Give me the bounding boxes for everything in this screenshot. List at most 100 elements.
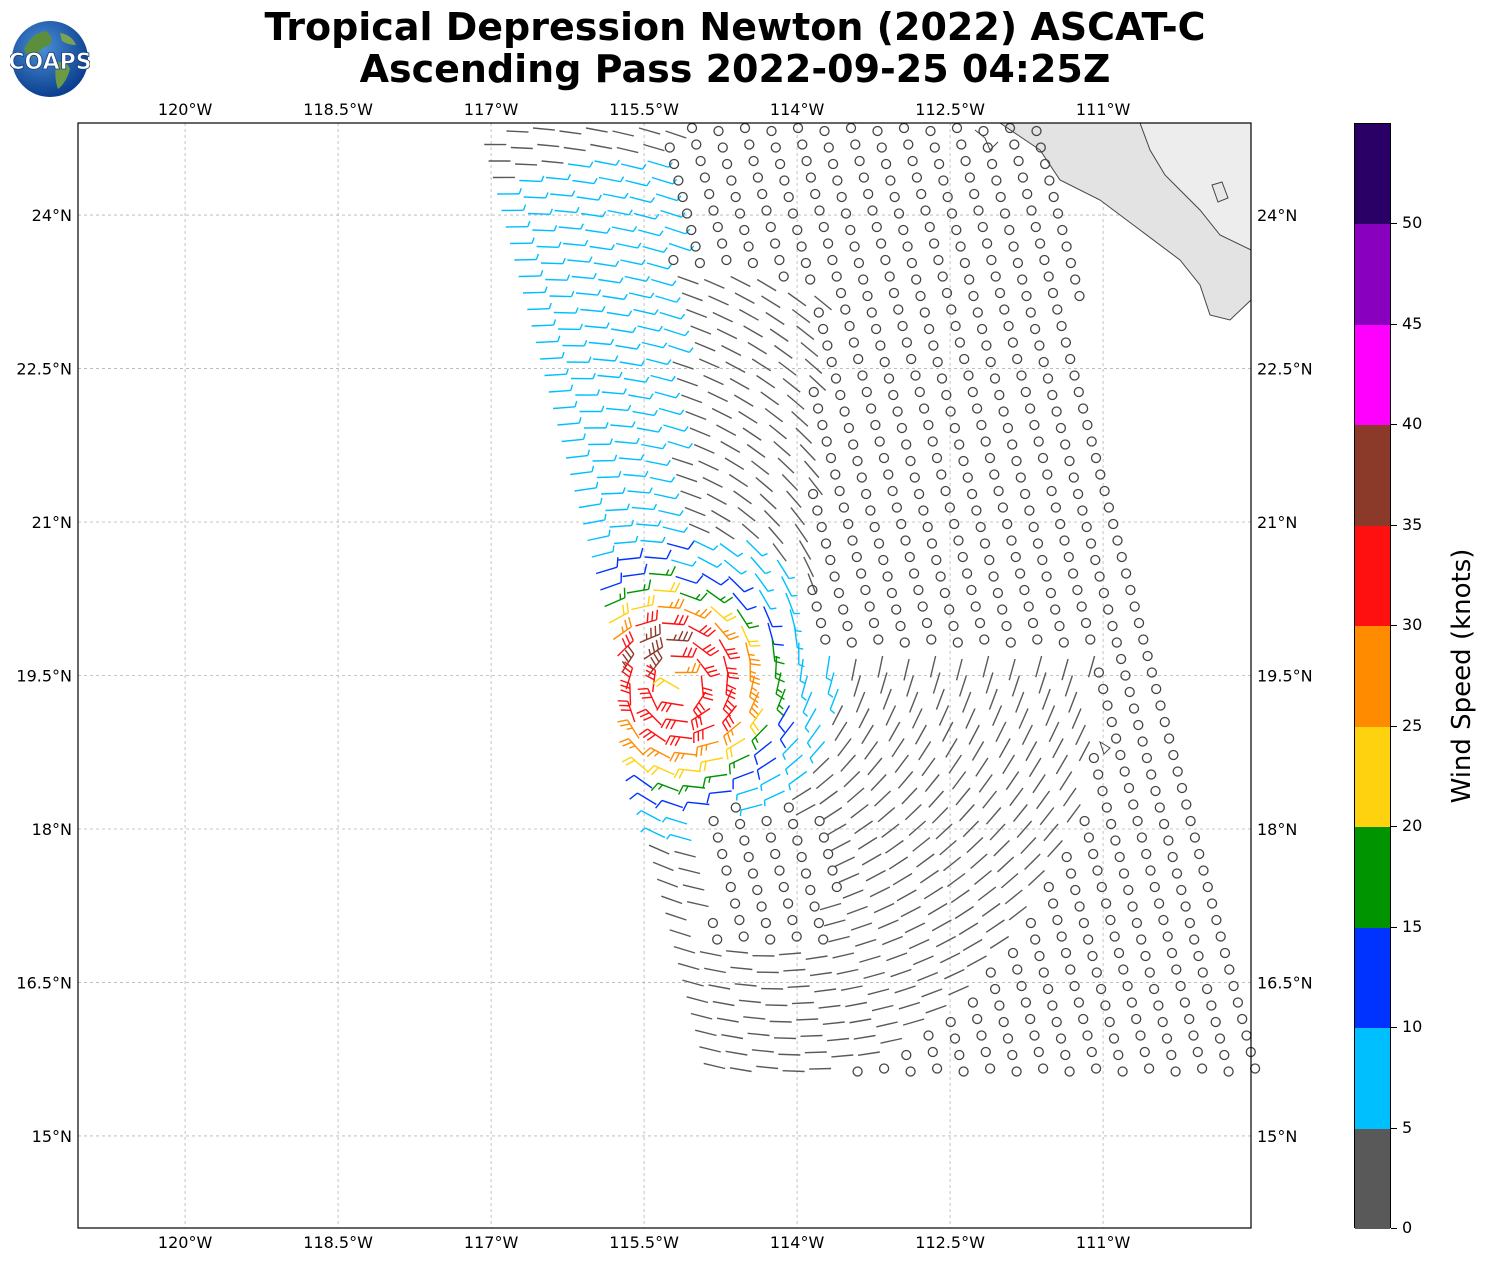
wind-barb	[985, 672, 994, 694]
wind-barb	[752, 172, 764, 183]
wind-barb	[1159, 716, 1170, 728]
wind-barb	[834, 856, 856, 868]
wind-barb	[737, 506, 756, 522]
wind-barb	[851, 658, 857, 681]
wind-barb	[896, 422, 908, 434]
wind-barb	[497, 188, 522, 195]
wind-barb	[875, 340, 886, 351]
wind-barb	[1153, 1000, 1164, 1011]
wind-barb	[1093, 769, 1104, 780]
wind-barb	[1189, 832, 1201, 843]
wind-barb	[914, 386, 925, 398]
wind-barb	[527, 208, 553, 216]
wind-barb	[696, 658, 721, 678]
wind-barb	[954, 1049, 965, 1061]
wind-barb	[855, 691, 866, 713]
wind-barb	[1100, 1000, 1111, 1011]
wind-barb	[843, 422, 855, 434]
wind-barb	[956, 139, 967, 150]
wind-barb	[673, 945, 696, 954]
wind-barb	[579, 405, 605, 413]
wind-barb	[885, 175, 896, 186]
wind-barb	[1069, 370, 1080, 381]
wind-barb	[935, 823, 953, 840]
wind-barb	[703, 374, 724, 386]
wind-barb	[1083, 832, 1095, 843]
wind-barb	[1228, 980, 1239, 992]
wind-barb	[1030, 934, 1041, 945]
wind-barb	[891, 738, 905, 758]
wind-barb	[522, 286, 548, 294]
wind-barb	[1188, 1030, 1199, 1041]
wind-barb	[835, 389, 846, 401]
wind-barb	[703, 1062, 726, 1070]
wind-barb	[1007, 1049, 1018, 1061]
wind-barb	[774, 158, 786, 170]
wind-barb	[1034, 238, 1046, 249]
wind-barb	[1136, 934, 1147, 945]
wind-barb	[921, 988, 943, 998]
wind-barb	[1052, 208, 1064, 219]
wind-barb	[867, 757, 883, 776]
wind-barb	[658, 407, 685, 416]
wind-barb	[838, 872, 860, 883]
wind-barb	[625, 179, 651, 187]
wind-barb	[871, 1004, 894, 1012]
wind-barb	[722, 655, 739, 680]
wind-barb	[778, 271, 789, 282]
wind-barb	[1125, 584, 1136, 596]
wind-barb	[826, 823, 847, 836]
wind-barb	[1000, 872, 1019, 889]
wind-barb	[800, 868, 812, 879]
wind-barb	[1133, 617, 1145, 629]
wind-barb	[867, 988, 890, 996]
wind-barb	[907, 155, 918, 167]
wind-barb	[659, 311, 686, 320]
wind-barb	[557, 417, 582, 426]
wind-barb	[975, 521, 986, 533]
wind-barb	[673, 768, 701, 779]
wind-barb	[826, 356, 837, 368]
wind-barb	[835, 287, 847, 299]
wind-barb	[561, 433, 586, 443]
wind-barb	[692, 641, 720, 657]
wind-barb	[725, 881, 736, 893]
wind-barb	[980, 1046, 991, 1058]
lat-label-right: 24°N	[1257, 206, 1297, 225]
wind-barb	[860, 488, 872, 500]
wind-barb	[751, 358, 772, 372]
lat-label-right: 22.5°N	[1257, 360, 1313, 379]
wind-barb	[1105, 818, 1117, 830]
wind-barb	[1128, 703, 1140, 714]
wind-barb	[639, 623, 661, 644]
wind-barb	[812, 403, 824, 414]
wind-barb	[1201, 983, 1213, 995]
wind-barb	[666, 630, 694, 642]
wind-barb	[823, 848, 834, 860]
wind-barb	[1074, 290, 1085, 302]
wind-barb	[1082, 1030, 1093, 1041]
wind-barb	[732, 770, 754, 790]
wind-barb	[1065, 353, 1076, 365]
wind-barb	[827, 672, 835, 698]
wind-barb	[700, 675, 714, 701]
wind-barb	[680, 490, 702, 500]
wind-barb	[938, 175, 949, 186]
wind-barb	[906, 257, 918, 269]
wind-barb	[690, 707, 711, 731]
wind-barb	[615, 242, 642, 249]
wind-barb	[1224, 964, 1235, 975]
wind-barb	[563, 146, 586, 152]
wind-barb	[927, 902, 948, 916]
wind-barb	[964, 274, 975, 285]
wind-barb	[774, 254, 785, 266]
wind-barb	[583, 513, 607, 525]
wind-barb	[703, 278, 725, 289]
wind-barb	[785, 592, 800, 615]
wind-barb	[1024, 853, 1041, 871]
wind-barb	[1099, 485, 1110, 497]
wind-barb	[1064, 675, 1074, 697]
colorbar-tick	[1391, 1027, 1397, 1029]
wind-barb	[601, 388, 627, 395]
wind-barb	[1001, 620, 1012, 632]
